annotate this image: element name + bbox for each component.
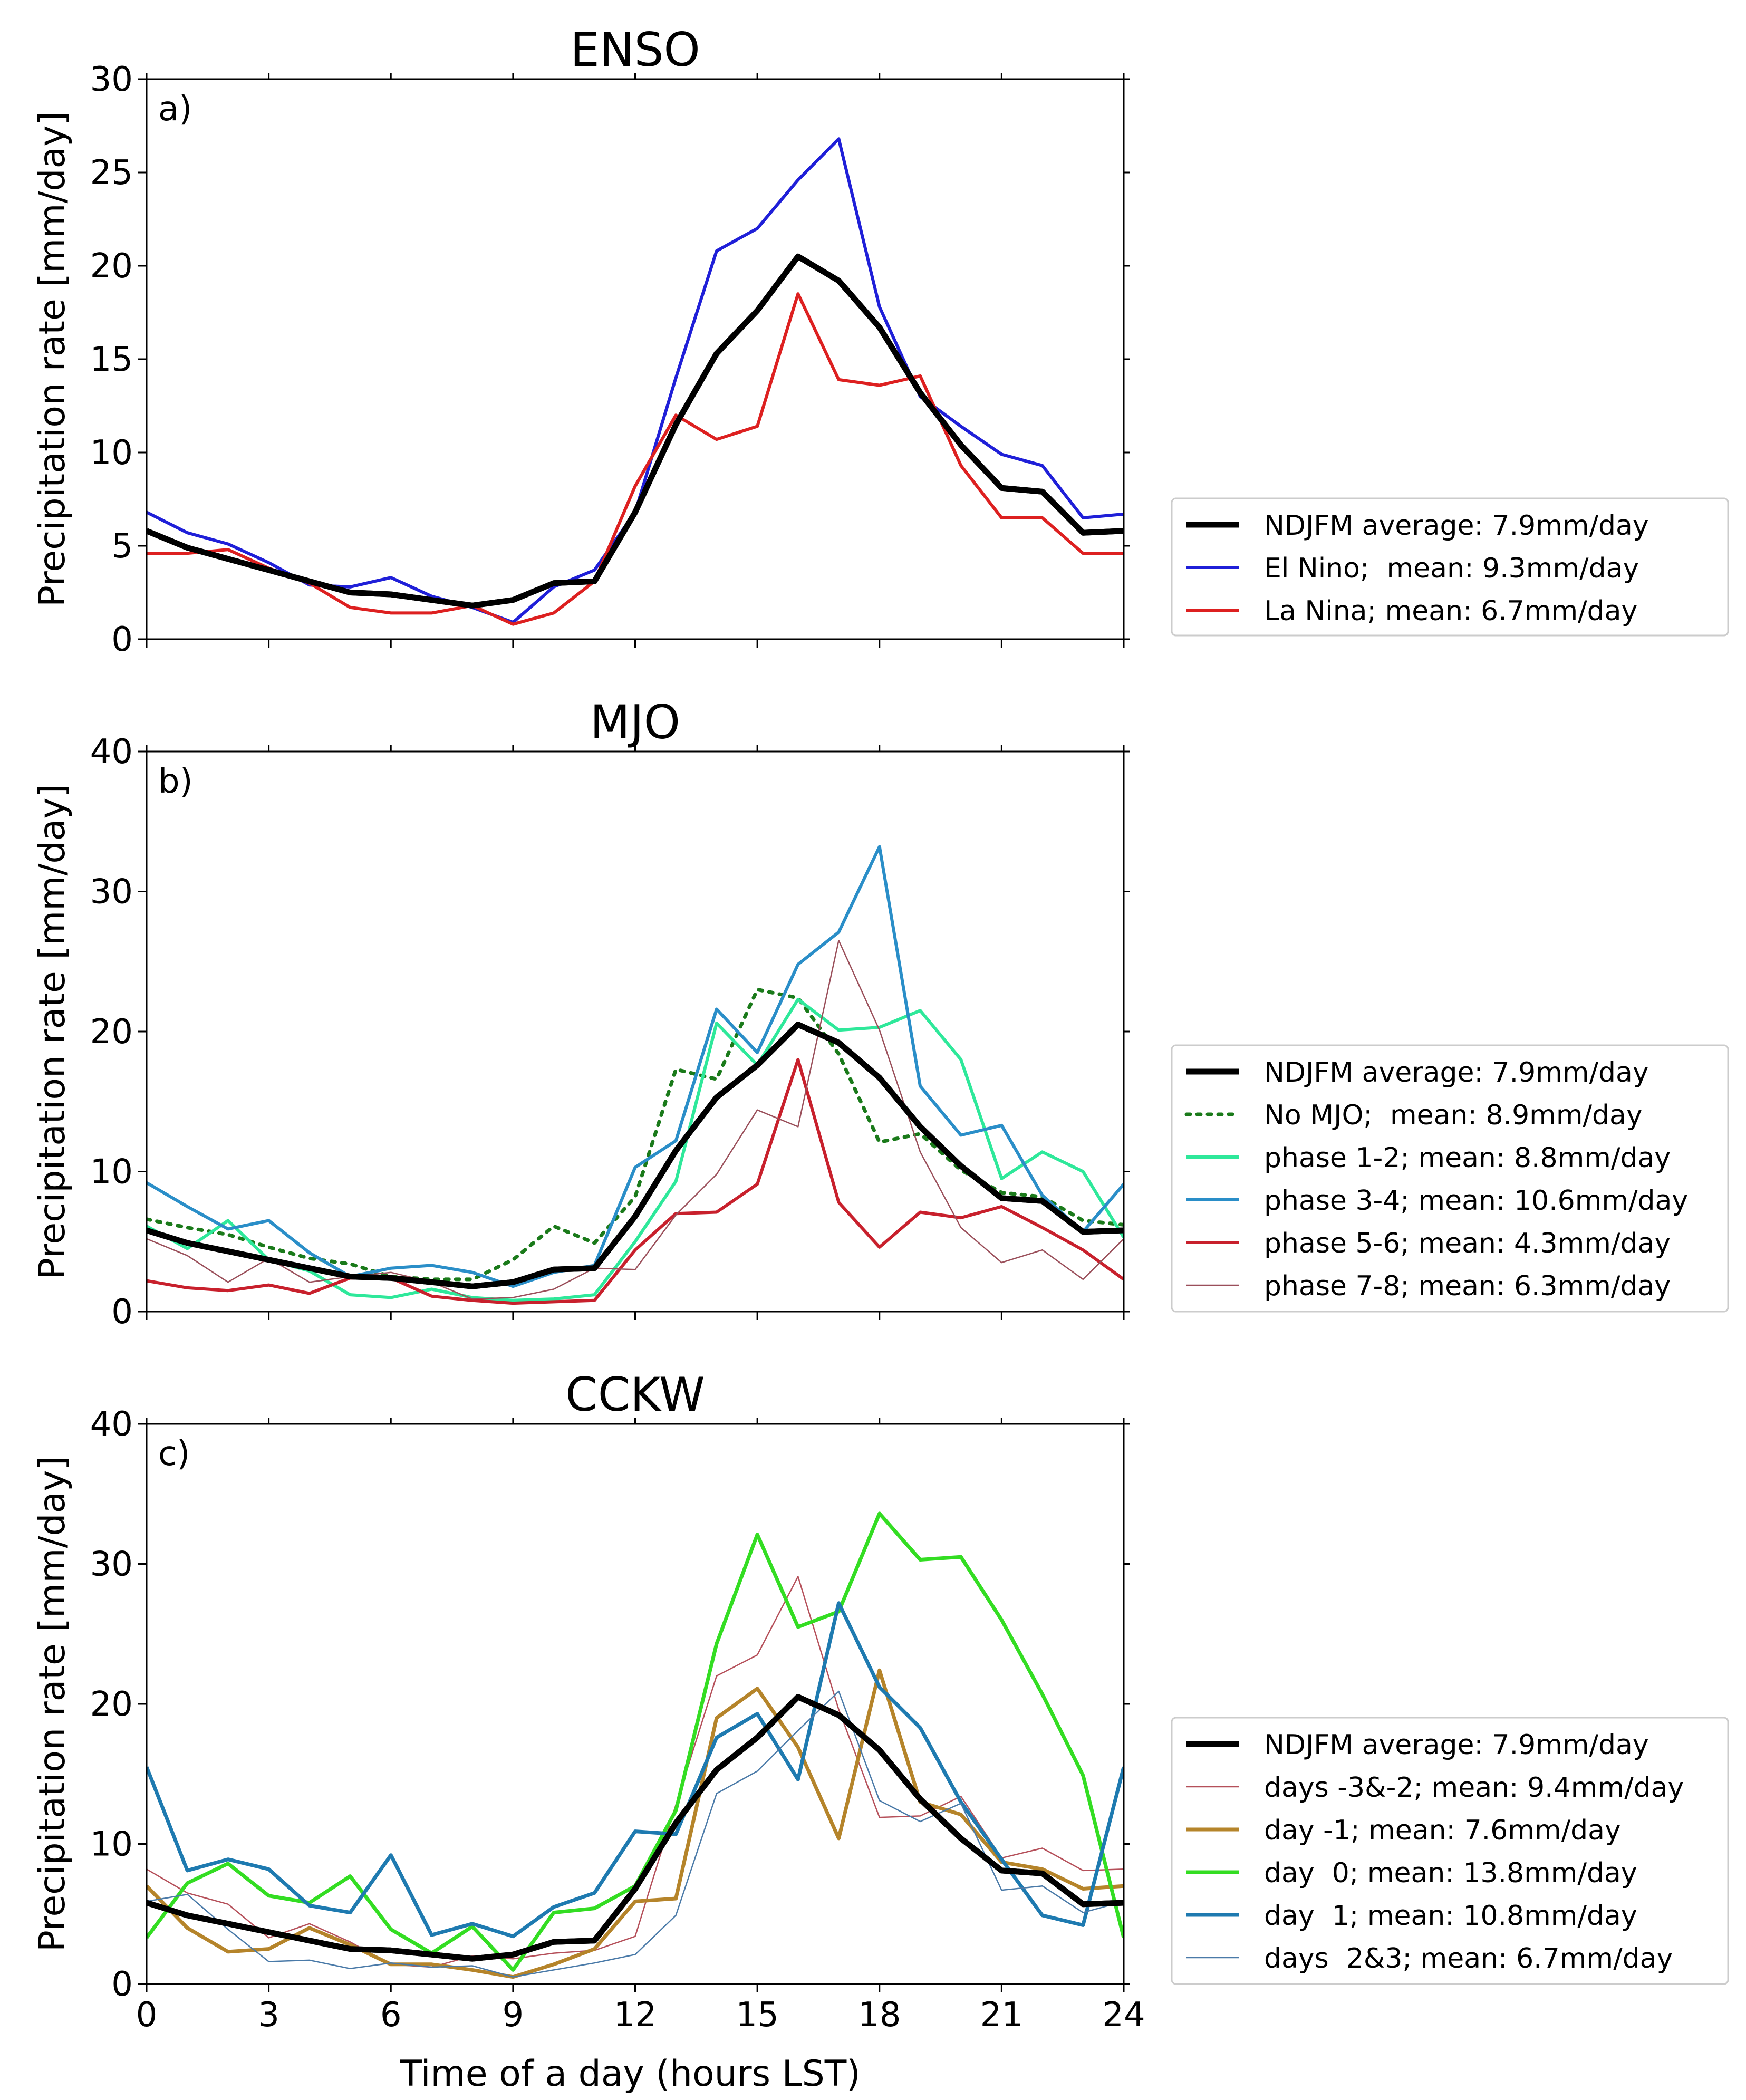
y-axis-label: Precipitation rate [mm/day]	[32, 1456, 73, 1952]
y-tick-label: 40	[90, 733, 133, 772]
y-tick-label: 20	[90, 247, 133, 286]
panel-mjo: MJO 0 10 20 30 40 Precipitation rate [mm/day] b…	[32, 695, 1729, 1332]
x-tick-label: 0	[136, 1996, 158, 2035]
x-tick-label: 6	[380, 1996, 402, 2035]
legend-entry-label: phase 3-4; mean: 10.6mm/day	[1264, 1185, 1688, 1217]
panel-title: MJO	[590, 695, 680, 749]
series-line-3	[147, 845, 1124, 1288]
y-tick-label: 30	[90, 60, 133, 99]
series-line-1	[147, 987, 1124, 1282]
x-tick-label: 18	[858, 1996, 901, 2035]
series-line-5	[147, 940, 1124, 1300]
x-tick-label: 15	[736, 1996, 778, 2035]
y-tick-label: 15	[90, 340, 133, 379]
legend-entry-label: day -1; mean: 7.6mm/day	[1264, 1815, 1621, 1846]
legend: NDJFM average: 7.9mm/day El Nino; mean: 9…	[1171, 497, 1729, 637]
x-tick-label: 24	[1102, 1996, 1145, 2035]
series-lines	[147, 137, 1124, 626]
x-tick-label: 9	[503, 1996, 524, 2035]
legend-entry-label: phase 7-8; mean: 6.3mm/day	[1264, 1270, 1671, 1302]
legend: NDJFM average: 7.9mm/day No MJO; mean: 8.…	[1171, 1044, 1729, 1313]
y-tick-label: 20	[90, 1013, 133, 1052]
series-lines	[147, 1511, 1124, 1979]
legend-box	[1171, 1717, 1729, 1985]
y-tick-label: 10	[90, 434, 133, 473]
series-line-4	[147, 1058, 1124, 1305]
y-tick-label: 25	[90, 153, 133, 192]
series-line-average-top	[147, 1694, 1124, 1962]
legend-entry-label: NDJFM average: 7.9mm/day	[1264, 1057, 1649, 1088]
y-tick-label: 30	[90, 873, 133, 912]
panel-tag: c)	[158, 1434, 190, 1473]
legend-entry-label: day 0; mean: 13.8mm/day	[1264, 1857, 1637, 1889]
series-line-0	[147, 1022, 1124, 1289]
series-line-0	[147, 253, 1124, 609]
y-tick-label: 0	[111, 1965, 133, 2004]
x-tick-label: 3	[258, 1996, 279, 2035]
panel-tag: a)	[158, 90, 192, 129]
panel-tag: b)	[158, 762, 193, 801]
series-line-4	[147, 1601, 1124, 1939]
y-tick-label: 30	[90, 1545, 133, 1584]
legend-entry-label: El Nino; mean: 9.3mm/day	[1264, 553, 1639, 584]
series-line-5	[147, 1690, 1124, 1978]
panel-title: ENSO	[570, 23, 700, 77]
y-tick-label: 5	[111, 527, 133, 566]
series-line-1	[147, 1576, 1124, 1968]
series-line-average-top	[147, 253, 1124, 609]
legend-entry-label: days -3&-2; mean: 9.4mm/day	[1264, 1772, 1684, 1804]
x-axis-label: Time of a day (hours LST)	[399, 2053, 861, 2095]
series-line-average-top	[147, 1022, 1124, 1289]
legend-entry-label: days 2&3; mean: 6.7mm/day	[1264, 1943, 1673, 1974]
y-tick-label: 20	[90, 1685, 133, 1724]
panel-enso: ENSO 0 5 10 15 20 25 30 Precipitation rate [mm/d…	[32, 23, 1729, 659]
y-tick-label: 0	[111, 1293, 133, 1332]
y-tick-label: 40	[90, 1405, 133, 1444]
x-tick-label: 12	[614, 1996, 657, 2035]
legend-entry-label: day 1; mean: 10.8mm/day	[1264, 1900, 1637, 1932]
y-tick-label: 0	[111, 620, 133, 659]
y-axis-label: Precipitation rate [mm/day]	[32, 111, 73, 607]
legend-box	[1171, 1044, 1729, 1313]
legend-box	[1171, 497, 1729, 637]
y-tick-label: 10	[90, 1153, 133, 1192]
plot-frame	[146, 750, 1125, 1313]
y-axis-label: Precipitation rate [mm/day]	[32, 784, 73, 1279]
legend-entry-label: La Nina; mean: 6.7mm/day	[1264, 595, 1637, 627]
y-tick-label: 10	[90, 1825, 133, 1864]
series-lines	[147, 845, 1124, 1305]
panel-title: CCKW	[565, 1367, 705, 1422]
legend-entry-label: phase 1-2; mean: 8.8mm/day	[1264, 1142, 1671, 1174]
legend-entry-label: phase 5-6; mean: 4.3mm/day	[1264, 1228, 1671, 1259]
x-tick-label: 21	[980, 1996, 1023, 2035]
legend-entry-label: NDJFM average: 7.9mm/day	[1264, 1729, 1649, 1761]
legend-entry-label: NDJFM average: 7.9mm/day	[1264, 510, 1649, 542]
plot-frame	[146, 78, 1125, 640]
series-line-1	[147, 137, 1124, 624]
legend-entry-label: No MJO; mean: 8.9mm/day	[1264, 1100, 1643, 1131]
legend: NDJFM average: 7.9mm/day days -3&-2; mean…	[1171, 1717, 1729, 1985]
panel-cckw: CCKW 0 10 20 30 40 0 3 6 9 12 15 18 21 24 Precipitation…	[32, 1367, 1729, 2035]
series-line-2	[147, 1668, 1124, 1979]
